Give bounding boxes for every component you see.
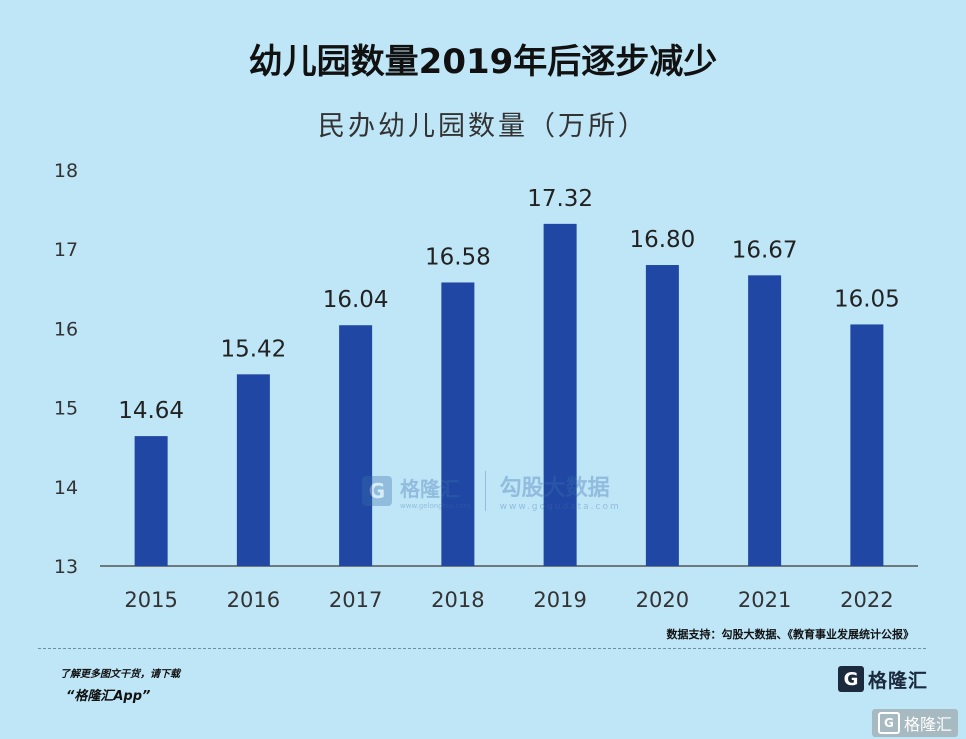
data-label: 14.64 [118, 398, 184, 424]
corner-watermark: G 格隆汇 [871, 709, 958, 737]
x-tick-label: 2015 [124, 588, 177, 612]
bar [748, 275, 782, 566]
data-label: 16.67 [732, 237, 798, 263]
watermark-name-1: 格隆汇 [400, 476, 460, 501]
x-tick-label: 2022 [840, 588, 893, 612]
chart-subtitle: 民办幼儿园数量（万所） [318, 111, 648, 142]
y-tick-label: 18 [54, 160, 78, 182]
data-label: 16.80 [629, 227, 695, 253]
dashed-divider [38, 648, 926, 649]
data-label: 15.42 [220, 336, 286, 362]
data-label: 16.58 [425, 244, 491, 270]
x-tick-label: 2021 [738, 588, 791, 612]
bar [134, 436, 168, 566]
brand-text: 格隆汇 [868, 669, 929, 692]
x-tick-label: 2016 [227, 588, 280, 612]
y-tick-label: 13 [54, 556, 78, 578]
x-tick-label: 2019 [533, 588, 586, 612]
bar [850, 324, 884, 566]
data-source: 数据支持：勾股大数据、《教育事业发展统计公报》 [666, 628, 915, 641]
y-tick-label: 14 [54, 477, 78, 499]
gelonghui-logo-icon: G [362, 476, 392, 506]
brand-logo: G 格隆汇 [838, 664, 928, 694]
y-tick-label: 16 [54, 318, 78, 340]
promo-text: 了解更多图文干货，请下载 [60, 669, 180, 680]
bar [339, 325, 373, 566]
watermark-separator [484, 471, 486, 511]
x-tick-label: 2018 [431, 588, 484, 612]
corner-brand-text: 格隆汇 [903, 715, 952, 734]
data-label: 16.05 [834, 286, 900, 312]
watermark: G 格隆汇 www.gelonghui.com 勾股大数据 www.goguda… [362, 470, 621, 512]
bar [543, 223, 577, 566]
x-tick-label: 2017 [329, 588, 382, 612]
watermark-url-1: www.gelonghui.com [400, 501, 471, 510]
brand-g-icon: G [838, 666, 864, 692]
bar [236, 374, 270, 566]
watermark-url-2: www.gogudata.com [499, 502, 621, 512]
y-tick-label: 17 [54, 239, 78, 261]
corner-g-icon: G [877, 712, 900, 734]
app-name: “格隆汇App” [66, 689, 151, 704]
data-label: 16.04 [323, 287, 389, 313]
x-tick-label: 2020 [636, 588, 689, 612]
data-label: 17.32 [527, 186, 593, 212]
chart-main-title: 幼儿园数量2019年后逐步减少 [248, 42, 718, 82]
y-tick-label: 15 [54, 398, 78, 420]
bar [441, 282, 475, 566]
watermark-name-2: 勾股大数据 [499, 476, 610, 501]
bar [645, 265, 679, 566]
